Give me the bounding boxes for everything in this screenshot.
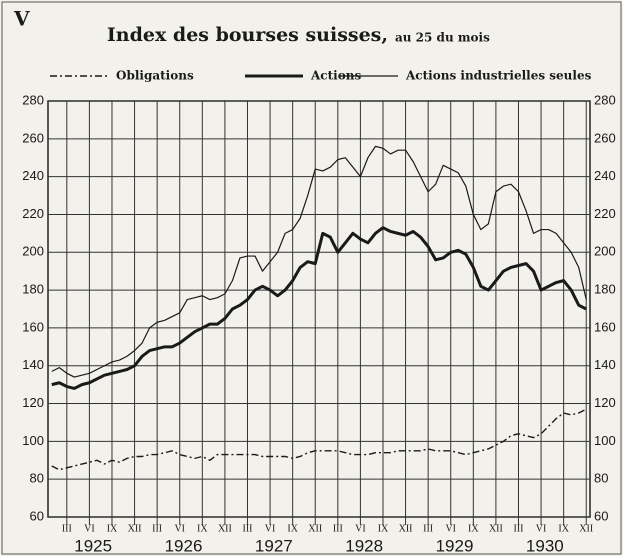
year-label: 1929 [436,536,474,555]
y2-tick-label: 140 [594,357,616,372]
legend-label: Actions industrielles seules [405,69,592,83]
year-label: 1928 [345,536,383,555]
x-tick-label: IX [558,523,569,534]
x-tick-label: XII [308,523,322,534]
y2-tick-label: 280 [594,92,616,107]
y-tick-label: 220 [22,206,44,221]
y-tick-label: 60 [30,508,44,523]
y-tick-label: 160 [22,319,44,334]
x-tick-label: XII [489,523,503,534]
y2-tick-label: 260 [594,130,616,145]
y2-tick-label: 220 [594,206,616,221]
y-tick-label: 200 [22,244,44,259]
chart-label: V [13,7,30,31]
y2-tick-label: 120 [594,395,616,410]
y2-tick-label: 160 [594,319,616,334]
x-tick-label: III [423,523,433,534]
line-series [51,226,587,390]
plot-frame [47,100,591,518]
y2-tick-label: 60 [594,508,608,523]
y-tick-label: 180 [22,282,44,297]
year-label: 1927 [255,536,293,555]
y-tick-label: 240 [22,168,44,183]
y-tick-label: 260 [22,130,44,145]
x-tick-label: XII [399,523,413,534]
y2-tick-label: 80 [594,471,608,486]
y2-tick-label: 100 [594,433,616,448]
x-tick-label: XII [218,523,232,534]
y2-tick-label: 200 [594,244,616,259]
x-tick-label: VI [355,523,366,534]
year-label: 1925 [74,536,112,555]
line-series [51,408,587,471]
x-tick-label: IX [197,523,208,534]
y-tick-label: 80 [30,471,44,486]
y-tick-label: 100 [22,433,44,448]
y2-tick-label: 180 [594,282,616,297]
x-tick-label: XII [128,523,142,534]
y-tick-label: 140 [22,357,44,372]
x-tick-label: IX [378,523,389,534]
x-tick-label: III [62,523,72,534]
x-tick-label: XII [579,523,593,534]
x-tick-label: VI [536,523,547,534]
x-tick-label: III [242,523,252,534]
year-label: 1930 [526,536,564,555]
x-tick-label: III [333,523,343,534]
line-series [51,145,587,378]
legend-label: Actions [310,69,361,83]
chart-title: Index des bourses suisses, [107,24,388,46]
x-tick-label: IX [468,523,479,534]
y2-tick-label: 240 [594,168,616,183]
x-tick-label: III [152,523,162,534]
x-tick-label: VI [265,523,276,534]
legend-label: Obligations [116,69,194,83]
x-tick-label: III [513,523,523,534]
x-tick-label: VI [174,523,185,534]
x-tick-label: IX [107,523,118,534]
x-tick-label: IX [287,523,298,534]
x-tick-label: VI [84,523,95,534]
y-tick-label: 120 [22,395,44,410]
year-label: 1926 [165,536,203,555]
chart-subtitle: au 25 du mois [395,31,490,45]
y-tick-label: 280 [22,92,44,107]
x-tick-label: VI [445,523,456,534]
